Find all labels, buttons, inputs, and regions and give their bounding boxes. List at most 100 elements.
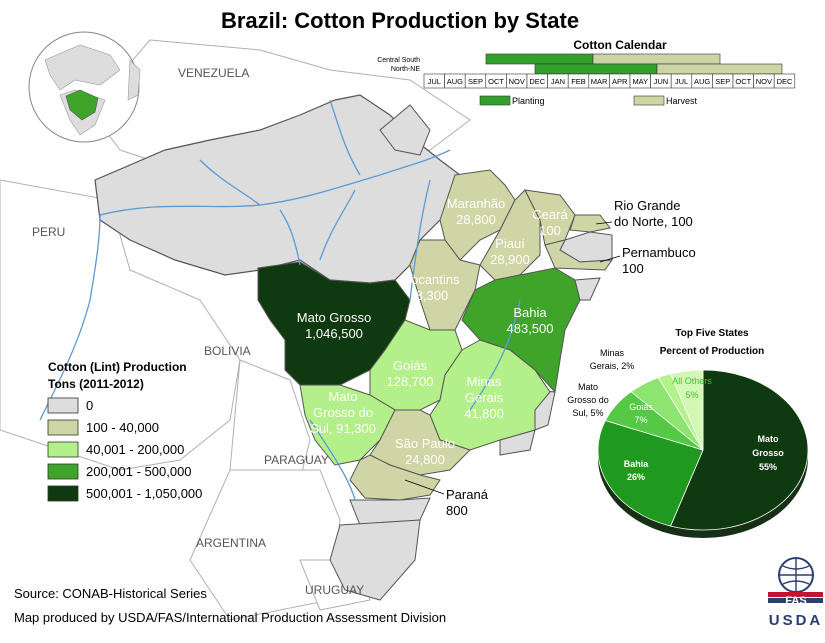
calendar-month-label: SEP (468, 77, 483, 86)
legend-label: 40,001 - 200,000 (86, 442, 184, 457)
calendar-month-label: JUN (654, 77, 669, 86)
label-tocantins-value: 8,300 (416, 288, 449, 303)
pie-label-mgs-line2: Grosso do (567, 395, 609, 405)
label-parana-name: Paraná (446, 487, 489, 502)
pie-label-goias-line1: Goiás (629, 402, 653, 412)
calendar-month-label: AUG (447, 77, 463, 86)
calendar-month-label: DEC (529, 77, 545, 86)
calendar-bar-cs-planting (485, 53, 594, 65)
label-rgn-line2: do Norte, 100 (614, 214, 693, 229)
pie-label-bahia-line1: Bahia (624, 459, 650, 469)
label-ceara-value: 100 (539, 223, 561, 238)
calendar-month-label: JAN (551, 77, 565, 86)
brazil-states (94, 94, 614, 601)
pie-label-mg-line1: Mato (758, 434, 779, 444)
label-bolivia: BOLIVIA (204, 344, 251, 358)
calendar-month-label: OCT (735, 77, 751, 86)
logo-fas: FAS (785, 595, 806, 607)
footer-credit: Map produced by USDA/FAS/International P… (14, 610, 446, 625)
calendar-month-label: SEP (715, 77, 730, 86)
pie-label-mg-line3: 55% (759, 462, 777, 472)
legend-title-line1: Cotton (Lint) Production (48, 360, 187, 374)
calendar-month-label: OCT (488, 77, 504, 86)
pie-slice (670, 369, 704, 451)
harvest-legend-swatch (633, 95, 665, 106)
label-piaui-value: 28,900 (490, 252, 530, 267)
leader-lines (404, 221, 621, 495)
state-maranhao (439, 169, 516, 261)
pie-label-goias-line2: 7% (634, 415, 647, 425)
label-pernambuco-name: Pernambuco (622, 245, 696, 260)
label-ceara-name: Ceará (532, 207, 568, 222)
pie-label-others-line1: All Others (672, 376, 712, 386)
state-rio-grande-do-sul (329, 519, 421, 601)
legend-label: 100 - 40,000 (86, 420, 159, 435)
page-title: Brazil: Cotton Production by State (221, 8, 579, 33)
calendar-month-label: MAR (591, 77, 608, 86)
pie-label-others-line2: 5% (685, 390, 698, 400)
label-piaui-name: Piauí (495, 236, 525, 251)
cotton-calendar: Cotton Calendar Central South North-NE J… (377, 38, 796, 106)
label-parana-value: 800 (446, 503, 468, 518)
logo-usda: USDA (769, 612, 824, 629)
legend-swatch (47, 463, 79, 480)
legend-items: 0 100 - 40,000 40,001 - 200,000 200,001 - 5… (47, 397, 202, 502)
pie-slice (597, 420, 704, 527)
state-parana (349, 454, 441, 501)
pie-slices (597, 369, 809, 531)
calendar-month-label: APR (612, 77, 628, 86)
state-minas-gerais (429, 339, 551, 451)
legend-swatch (47, 397, 79, 414)
label-bahia-value: 483,500 (507, 321, 554, 336)
state-amapa-region (379, 104, 431, 156)
planting-legend-label: Planting (512, 96, 545, 106)
pie-title-line2: Percent of Production (660, 346, 764, 357)
state-piaui (479, 189, 541, 281)
label-pernambuco-value: 100 (622, 261, 644, 276)
legend-swatch (47, 441, 79, 458)
label-minas-line2: Gerais (465, 390, 504, 405)
calendar-row-label-ne: North-NE (391, 66, 421, 73)
planting-legend-swatch (479, 95, 511, 106)
pie-title-line1: Top Five States (675, 328, 749, 339)
legend-label: 0 (86, 398, 93, 413)
state-sergipe (574, 277, 601, 301)
label-peru: PERU (32, 225, 65, 239)
label-tocantins-name: Tocantins (405, 272, 460, 287)
label-maranhao-name: Maranhão (447, 196, 506, 211)
label-rgn-line1: Rio Grande (614, 198, 680, 213)
calendar-bar-cs-harvest (592, 53, 721, 65)
pie-label-minas-line1: Minas (600, 348, 625, 358)
legend-swatch (47, 485, 79, 502)
state-rio-grande-do-norte (569, 214, 611, 233)
label-maranhao-value: 28,800 (456, 212, 496, 227)
usda-fas-logo: FAS USDA (768, 557, 824, 629)
label-venezuela: VENEZUELA (178, 66, 249, 80)
label-sao-paulo-value: 24,800 (405, 452, 445, 467)
label-bahia-name: Bahia (513, 305, 547, 320)
calendar-row-label-cs: Central South (377, 57, 420, 64)
label-minas-line1: Minas (467, 374, 502, 389)
rivers (39, 99, 521, 501)
state-labels: Mato Grosso 1,046,500 Bahia 483,500 Goiá… (297, 196, 696, 518)
pie-slice (670, 369, 809, 531)
calendar-title: Cotton Calendar (573, 38, 667, 52)
calendar-month-label: FEB (571, 77, 586, 86)
globe-inset (28, 31, 141, 143)
label-mato-grosso-name: Mato Grosso (297, 310, 371, 325)
calendar-month-label: AUG (694, 77, 710, 86)
calendar-month-label: NOV (509, 77, 525, 86)
legend-label: 200,001 - 500,000 (86, 464, 192, 479)
label-mgs-line2: Grosso do (313, 405, 373, 420)
harvest-legend-label: Harvest (666, 96, 698, 106)
production-legend: Cotton (Lint) Production Tons (2011-2012… (47, 360, 202, 502)
pie-label-mgs-line3: Sul, 5% (572, 408, 603, 418)
pie-label-mgs-line1: Mato (578, 382, 598, 392)
calendar-month-label: JUL (675, 77, 688, 86)
label-goias-name: Goiás (393, 358, 427, 373)
label-paraguay: PARAGUAY (264, 453, 329, 467)
pie-label-mg-line2: Grosso (752, 448, 784, 458)
calendar-bar-ne-harvest (656, 63, 783, 75)
